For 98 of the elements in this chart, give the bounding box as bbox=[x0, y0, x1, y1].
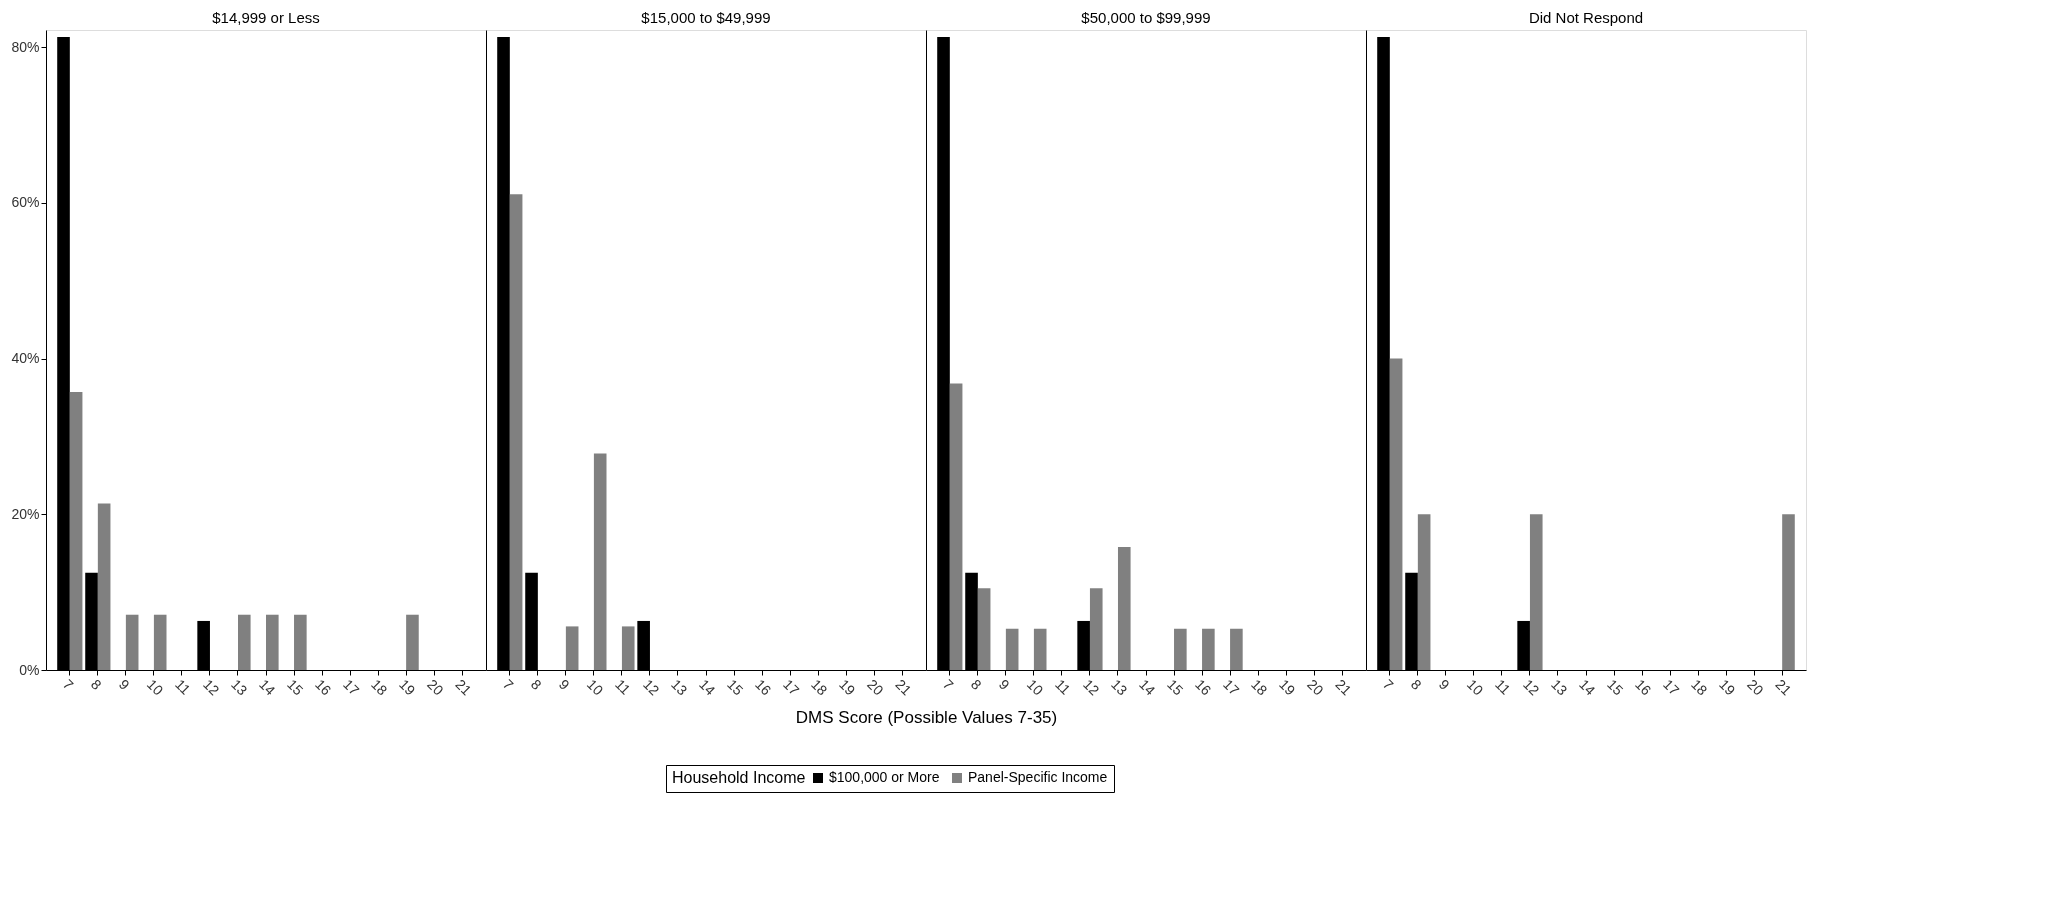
x-tick-label: 15 bbox=[284, 676, 307, 699]
bar bbox=[237, 614, 251, 670]
x-tick-label: 9 bbox=[995, 676, 1013, 694]
bar bbox=[949, 383, 963, 670]
x-tick-label: 10 bbox=[584, 676, 607, 699]
y-tick-label: 60% bbox=[11, 194, 40, 211]
y-tick-label: 0% bbox=[19, 661, 40, 678]
bar bbox=[977, 588, 991, 670]
x-tick-label: 8 bbox=[527, 676, 545, 694]
chart-title: $15,000 to $49,999 bbox=[641, 9, 771, 26]
bar bbox=[1202, 628, 1215, 670]
bar bbox=[97, 503, 111, 670]
x-tick-label: 7 bbox=[59, 676, 77, 694]
x-tick-label: 21 bbox=[1332, 676, 1355, 699]
x-tick-label: 15 bbox=[1164, 676, 1187, 699]
x-tick-label: 17 bbox=[340, 676, 363, 699]
legend-title: Household Income bbox=[672, 769, 806, 786]
x-tick-label: 19 bbox=[396, 676, 419, 699]
bar bbox=[565, 626, 579, 670]
x-tick-label: 18 bbox=[1688, 676, 1711, 699]
x-tick-label: 8 bbox=[87, 676, 105, 694]
x-tick-label: 10 bbox=[1024, 676, 1047, 699]
x-tick-label: 12 bbox=[200, 676, 223, 699]
bar bbox=[294, 614, 307, 670]
bar bbox=[1117, 546, 1131, 670]
x-tick-label: 19 bbox=[836, 676, 859, 699]
x-tick-label: 11 bbox=[172, 676, 194, 698]
x-tick-label: 13 bbox=[1108, 676, 1131, 699]
x-tick-label: 17 bbox=[780, 676, 803, 699]
bar bbox=[153, 614, 167, 670]
bar bbox=[1417, 514, 1431, 670]
bar bbox=[1005, 628, 1019, 670]
x-tick-label: 16 bbox=[312, 676, 335, 699]
x-tick-label: 14 bbox=[256, 676, 279, 699]
x-tick-label: 18 bbox=[808, 676, 831, 699]
x-tick-label: 13 bbox=[668, 676, 691, 699]
bar bbox=[1174, 628, 1187, 670]
x-tick-label: 19 bbox=[1716, 676, 1739, 699]
x-tick-label: 20 bbox=[424, 676, 447, 699]
x-tick-label: 16 bbox=[1192, 676, 1215, 699]
y-tick-label: 40% bbox=[11, 350, 40, 367]
bar bbox=[266, 614, 279, 670]
chart-title: $14,999 or Less bbox=[212, 9, 320, 26]
bar bbox=[1782, 514, 1795, 670]
x-tick-label: 20 bbox=[1304, 676, 1327, 699]
bar bbox=[509, 194, 523, 670]
bar bbox=[593, 453, 607, 670]
x-tick-label: 18 bbox=[368, 676, 391, 699]
chart-title: Did Not Respond bbox=[1528, 9, 1644, 26]
x-tick-label: 8 bbox=[1407, 676, 1425, 694]
x-tick-label: 12 bbox=[640, 676, 663, 699]
x-tick-label: 12 bbox=[1080, 676, 1103, 699]
bar bbox=[69, 392, 83, 670]
x-tick-label: 15 bbox=[724, 676, 747, 699]
x-tick-label: 10 bbox=[1464, 676, 1487, 699]
x-tick-label: 10 bbox=[144, 676, 167, 699]
y-tick-label: 20% bbox=[11, 505, 40, 522]
bar bbox=[1529, 514, 1543, 670]
x-tick-label: 8 bbox=[967, 676, 985, 694]
x-tick-label: 12 bbox=[1520, 676, 1543, 699]
x-tick-label: 11 bbox=[1052, 676, 1074, 698]
y-tick-label: 80% bbox=[11, 38, 40, 55]
x-tick-label: 18 bbox=[1248, 676, 1271, 699]
x-tick-label: 21 bbox=[452, 676, 475, 699]
bar bbox=[406, 614, 419, 670]
x-tick-label: 19 bbox=[1276, 676, 1299, 699]
x-axis-title: DMS Score (Possible Values 7-35) bbox=[795, 708, 1058, 728]
x-tick-label: 20 bbox=[1744, 676, 1767, 699]
x-tick-label: 16 bbox=[1632, 676, 1655, 699]
x-tick-label: 14 bbox=[1136, 676, 1159, 699]
x-tick-label: 7 bbox=[939, 676, 957, 694]
legend-label: Panel-Specific Income bbox=[968, 769, 1108, 785]
bar bbox=[1230, 628, 1243, 670]
x-tick-label: 21 bbox=[892, 676, 915, 699]
x-tick-label: 20 bbox=[864, 676, 887, 699]
x-tick-label: 15 bbox=[1604, 676, 1627, 699]
x-tick-label: 7 bbox=[499, 676, 517, 694]
x-tick-label: 9 bbox=[555, 676, 573, 694]
bar bbox=[125, 614, 139, 670]
chart-title: $50,000 to $99,999 bbox=[1081, 9, 1211, 26]
x-tick-label: 13 bbox=[1548, 676, 1571, 699]
bar bbox=[1089, 588, 1103, 670]
x-tick-label: 21 bbox=[1772, 676, 1795, 699]
x-tick-label: 14 bbox=[696, 676, 719, 699]
x-tick-label: 11 bbox=[612, 676, 634, 698]
bar bbox=[1389, 358, 1403, 670]
x-tick-label: 9 bbox=[115, 676, 133, 694]
bar bbox=[621, 626, 635, 670]
x-tick-label: 14 bbox=[1576, 676, 1599, 699]
x-tick-label: 13 bbox=[228, 676, 251, 699]
x-tick-label: 17 bbox=[1660, 676, 1683, 699]
x-tick-label: 7 bbox=[1379, 676, 1397, 694]
x-tick-label: 16 bbox=[752, 676, 775, 699]
legend-label: $100,000 or More bbox=[829, 769, 940, 785]
bar bbox=[1033, 628, 1047, 670]
x-tick-label: 17 bbox=[1220, 676, 1243, 699]
x-tick-label: 11 bbox=[1492, 676, 1514, 698]
x-tick-label: 9 bbox=[1435, 676, 1453, 694]
